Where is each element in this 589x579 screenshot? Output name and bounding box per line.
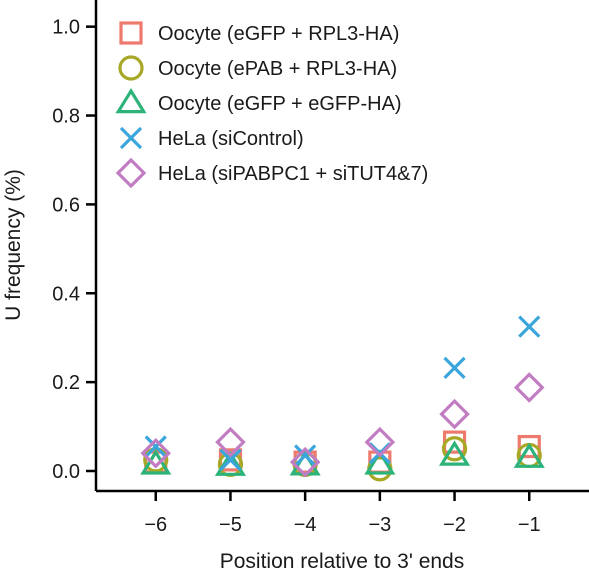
x-axis-title: Position relative to 3' ends: [220, 550, 464, 573]
y-axis-ticks: 0.0 0.2 0.4 0.6 0.8 1.0: [52, 17, 96, 483]
data-point-s4: [513, 372, 545, 403]
data-point-s4: [439, 398, 470, 430]
data-point-s0: [517, 434, 541, 459]
data-point-s3: [219, 448, 242, 472]
data-point-s4: [215, 426, 246, 458]
x-tick-label: −2: [443, 514, 466, 536]
data-point-s4: [289, 446, 321, 478]
y-axis-title: U frequency (%): [2, 169, 25, 321]
data-point-s2: [140, 449, 172, 475]
legend-marker-s1: [118, 55, 144, 81]
y-tick-label: 0.0: [52, 461, 80, 483]
legend-label: Oocyte (eGFP + RPL3-HA): [158, 23, 399, 45]
legend-label: HeLa (siControl): [158, 128, 304, 150]
legend-marker-s3: [119, 126, 143, 150]
y-tick-label: 0.6: [52, 194, 80, 216]
x-tick-label: −5: [219, 514, 242, 536]
x-tick-label: −4: [294, 514, 317, 536]
data-points: [140, 315, 545, 482]
data-point-s1: [441, 436, 468, 462]
y-tick-label: 0.8: [52, 106, 80, 128]
data-point-s2: [214, 450, 247, 476]
y-tick-label: 1.0: [52, 17, 80, 39]
data-point-s4: [140, 437, 172, 469]
x-tick-label: −3: [368, 514, 391, 536]
data-point-s2: [438, 440, 471, 466]
data-point-s2: [364, 449, 396, 475]
legend: Oocyte (eGFP + RPL3-HA) Oocyte (ePAB + RP…: [115, 21, 428, 189]
data-point-s3: [443, 356, 466, 380]
legend-label: HeLa (siPABPC1 + siTUT4&7): [158, 163, 428, 185]
legend-label: Oocyte (ePAB + RPL3-HA): [158, 58, 397, 80]
data-point-s3: [294, 444, 317, 467]
x-axis-ticks: −6 −5 −4 −3 −2 −1: [144, 491, 541, 536]
data-point-s2: [513, 442, 545, 468]
data-point-s4: [364, 426, 396, 458]
data-point-s3: [144, 435, 167, 458]
y-tick-label: 0.4: [52, 283, 80, 305]
legend-label: Oocyte (eGFP + eGFP-HA): [158, 93, 402, 115]
legend-marker-s4: [115, 157, 147, 189]
x-tick-label: −1: [518, 514, 541, 536]
data-point-s3: [518, 315, 541, 338]
legend-marker-s0: [119, 21, 143, 45]
legend-marker-s2: [115, 87, 147, 114]
x-tick-label: −6: [144, 514, 167, 536]
y-tick-label: 0.2: [52, 372, 80, 394]
data-point-s1: [143, 447, 169, 473]
